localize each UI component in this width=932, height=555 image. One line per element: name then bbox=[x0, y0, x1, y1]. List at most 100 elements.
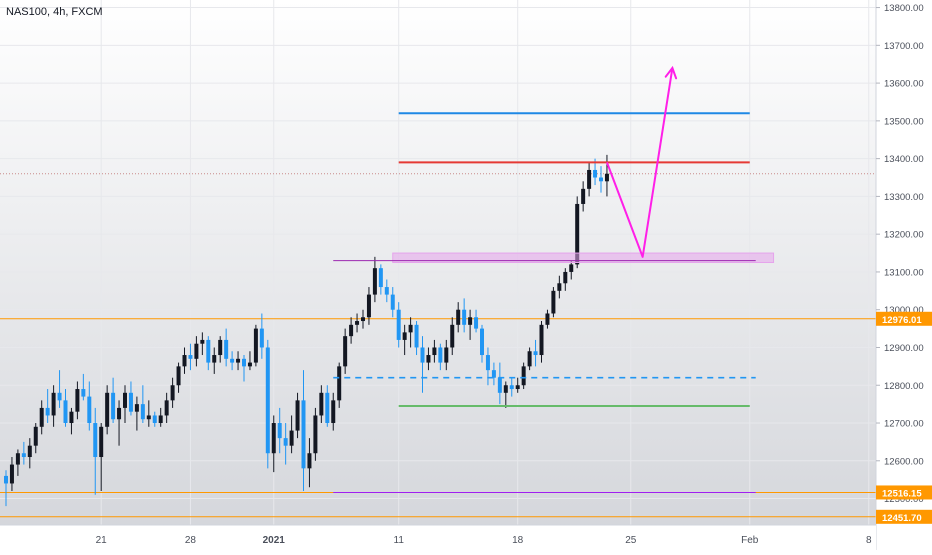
candle-body bbox=[390, 294, 395, 310]
candle bbox=[557, 275, 562, 299]
candle bbox=[390, 287, 395, 318]
price-label-text: 12451.70 bbox=[882, 513, 922, 524]
candle-body bbox=[236, 358, 241, 363]
candle-body bbox=[587, 169, 592, 189]
candle bbox=[503, 381, 508, 408]
candle bbox=[194, 336, 199, 367]
candle-body bbox=[599, 177, 603, 182]
candle-body bbox=[182, 355, 187, 367]
candle-body bbox=[331, 400, 336, 424]
candle bbox=[51, 385, 56, 427]
price-label-badge[interactable] bbox=[876, 311, 932, 326]
candle-body bbox=[503, 385, 508, 393]
candle bbox=[134, 396, 139, 431]
candle-body bbox=[414, 324, 419, 348]
candle-body bbox=[105, 392, 110, 427]
candle-body bbox=[575, 203, 580, 265]
candle bbox=[182, 347, 187, 374]
candle bbox=[491, 362, 496, 386]
candle bbox=[99, 423, 104, 492]
candle-body bbox=[277, 423, 282, 439]
candle bbox=[152, 411, 157, 427]
price-tick-label: 12800.00 bbox=[884, 381, 924, 392]
candle bbox=[355, 313, 360, 333]
candle-body bbox=[265, 347, 270, 454]
candle-body bbox=[343, 336, 348, 367]
time-tick-label: 2021 bbox=[263, 535, 286, 546]
price-tick-label: 13800.00 bbox=[884, 3, 924, 14]
candle-body bbox=[111, 392, 116, 420]
price-label-badge[interactable] bbox=[876, 485, 932, 500]
candle bbox=[81, 373, 86, 401]
symbol-title[interactable]: NAS100, 4h, FXCM bbox=[6, 6, 103, 18]
price-tick-label: 13400.00 bbox=[884, 154, 924, 165]
candle bbox=[319, 385, 324, 424]
candle-body bbox=[557, 283, 562, 291]
candle bbox=[509, 377, 514, 397]
candle-body bbox=[63, 400, 68, 424]
candle bbox=[87, 381, 92, 431]
candle-body bbox=[301, 400, 306, 469]
projection-arrow[interactable] bbox=[606, 67, 674, 258]
candle bbox=[236, 351, 241, 371]
candle-body bbox=[444, 347, 449, 363]
candle bbox=[63, 389, 68, 427]
price-tick-label: 13500.00 bbox=[884, 116, 924, 127]
candle-body bbox=[485, 355, 490, 371]
candle bbox=[15, 449, 20, 476]
candle bbox=[468, 309, 473, 340]
candle-body bbox=[474, 317, 479, 329]
candle-body bbox=[551, 290, 556, 314]
candle-body bbox=[581, 188, 586, 204]
candle bbox=[444, 339, 449, 371]
drawing-layer[interactable] bbox=[333, 65, 775, 494]
breakout-zone[interactable] bbox=[392, 252, 775, 264]
price-tick-label: 13700.00 bbox=[884, 41, 924, 52]
candle-body bbox=[4, 475, 8, 484]
candle-body bbox=[325, 392, 330, 424]
candle bbox=[480, 324, 484, 363]
candle-body bbox=[188, 355, 193, 359]
candle bbox=[563, 268, 568, 291]
price-tick-label: 13300.00 bbox=[884, 192, 924, 203]
candle-body bbox=[134, 404, 139, 412]
candle bbox=[384, 279, 389, 303]
candle-body bbox=[366, 294, 371, 318]
candle bbox=[21, 441, 26, 465]
candle bbox=[206, 336, 211, 371]
candle bbox=[349, 317, 354, 344]
time-tick-label: 11 bbox=[394, 535, 405, 546]
candle bbox=[69, 407, 74, 435]
candle bbox=[45, 389, 50, 424]
candle-body bbox=[140, 404, 145, 420]
candle bbox=[111, 377, 116, 424]
candle bbox=[462, 298, 467, 333]
candle-body bbox=[509, 385, 514, 390]
price-axis[interactable]: 12500.00 12600.00 12700.00 12800.00 12900.00… bbox=[875, 0, 932, 550]
candle-body bbox=[289, 430, 294, 446]
price-tick-label: 12900.00 bbox=[884, 343, 924, 354]
candle-body bbox=[378, 268, 383, 288]
candle bbox=[117, 400, 122, 446]
candle-body bbox=[372, 268, 377, 295]
price-label-badge[interactable] bbox=[876, 509, 932, 524]
candle-body bbox=[533, 351, 538, 356]
candle bbox=[230, 351, 235, 371]
candle bbox=[277, 407, 282, 454]
candle bbox=[343, 328, 348, 374]
candle bbox=[533, 339, 538, 367]
candle bbox=[325, 385, 330, 427]
candle-body bbox=[69, 411, 74, 424]
projection-arrow-head[interactable] bbox=[664, 65, 678, 80]
time-axis[interactable]: 21 28 2021 11 18 25 Feb 8 bbox=[0, 524, 876, 550]
candle bbox=[396, 302, 401, 348]
candle-body bbox=[117, 407, 122, 420]
candle bbox=[569, 260, 574, 280]
candle-body bbox=[349, 324, 354, 337]
candle bbox=[283, 423, 288, 465]
candle-body bbox=[212, 355, 217, 363]
candle bbox=[265, 339, 270, 469]
